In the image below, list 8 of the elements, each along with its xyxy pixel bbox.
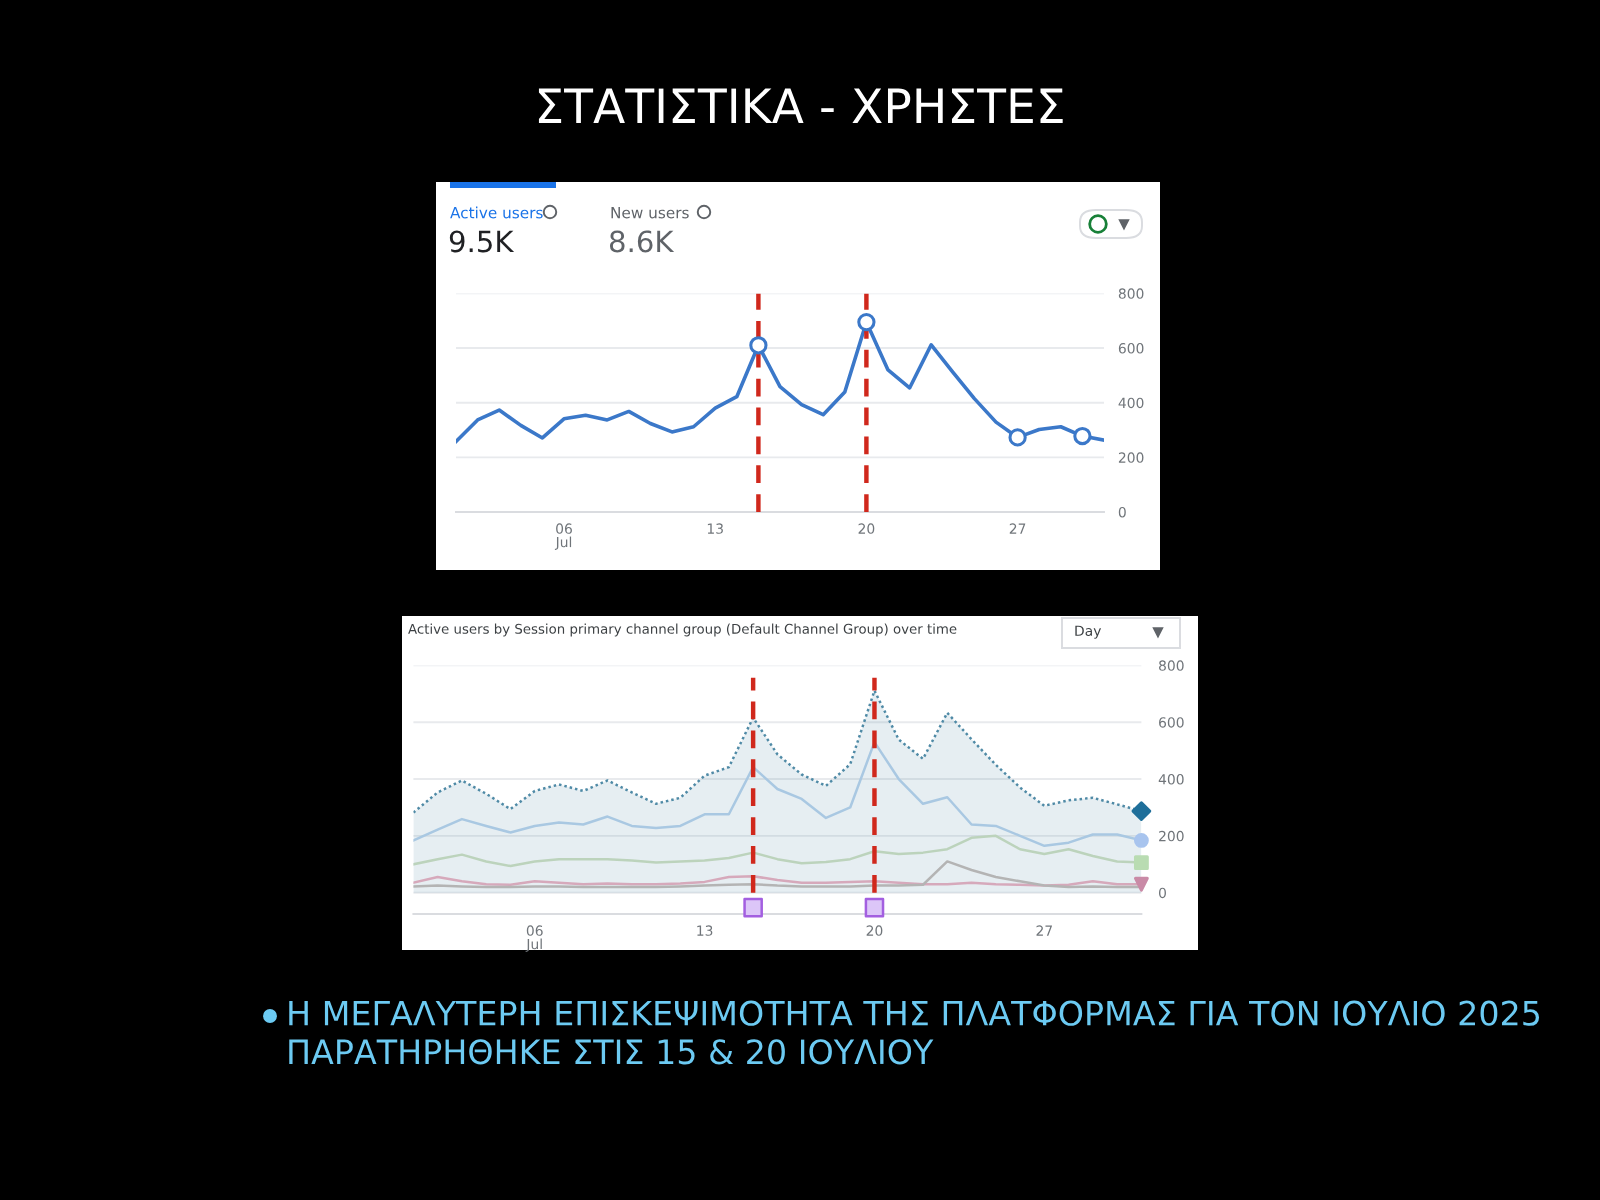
point (1073, 426, 1092, 446)
text: 9.5K (449, 230, 515, 253)
point (857, 312, 876, 332)
point (1008, 428, 1027, 447)
text: Η ΜΕΓΑΛΥΤΕΡΗ ΕΠΙΣΚΕΨΙΜΟΤΗΤΑ ΤΗΣ ΠΛΑΤΦΟΡΜΑΣ ΓΙΑ ΤΟΝ ΙΟΥΛΙΟ 2025 ΠΑΡΑΤΗΡΗΘΗΚΕ ΣΤΙΣ 15 & 20 ΙΟΥΛΙΟΥ (289, 1000, 1540, 1065)
point (749, 336, 768, 355)
text: 8.6K (609, 230, 675, 253)
chart-title: ΣΤΑΤΙΣΤΙΚΑ - ΧΡΗΣΤΕΣ (538, 88, 1063, 124)
